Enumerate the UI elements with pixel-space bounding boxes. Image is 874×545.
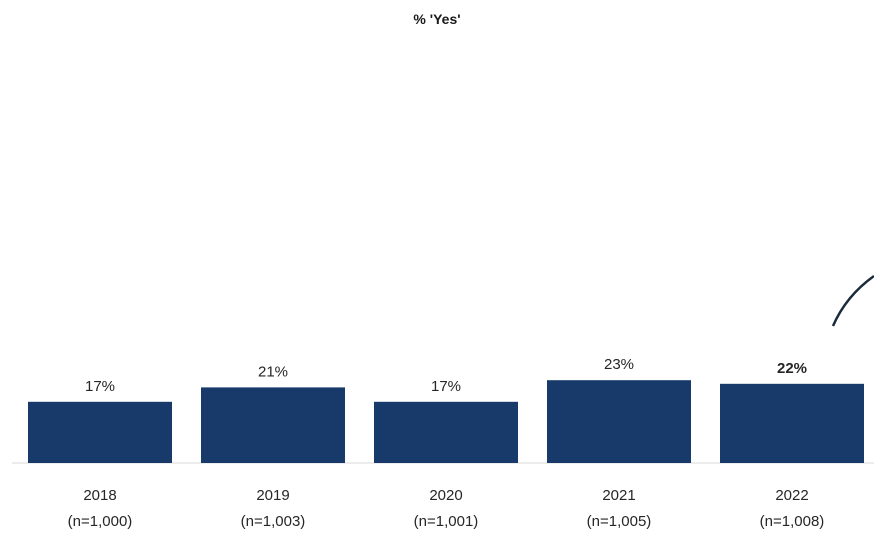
sample-size-label-2019: (n=1,003): [241, 513, 306, 530]
sample-size-label-2018: (n=1,000): [68, 513, 133, 530]
category-label-2020: 2020: [429, 487, 462, 504]
sample-size-label-2022: (n=1,008): [760, 513, 825, 530]
value-label-2020: 17%: [431, 378, 461, 395]
bar-2020: [374, 401, 518, 463]
sample-size-label-2020: (n=1,001): [414, 513, 479, 530]
value-label-2019: 21%: [258, 363, 288, 380]
bar-2022: [720, 383, 864, 463]
chart-title: % 'Yes': [413, 11, 460, 27]
category-label-2022: 2022: [775, 487, 808, 504]
category-label-2021: 2021: [602, 487, 635, 504]
bar-2019: [201, 387, 345, 463]
sample-size-label-2021: (n=1,005): [587, 513, 652, 530]
value-label-2022: 22%: [777, 360, 807, 377]
value-label-2018: 17%: [85, 378, 115, 395]
callout-arc: [831, 274, 874, 327]
bars-layer: 17% 2018 (n=1,000) 21% 2019 (n=1,003) 17% 2020 (…: [28, 356, 864, 530]
category-label-2018: 2018: [83, 487, 116, 504]
value-label-2021: 23%: [604, 356, 634, 373]
bar-2018: [28, 401, 172, 463]
category-label-2019: 2019: [256, 487, 289, 504]
bar-2021: [547, 380, 691, 463]
